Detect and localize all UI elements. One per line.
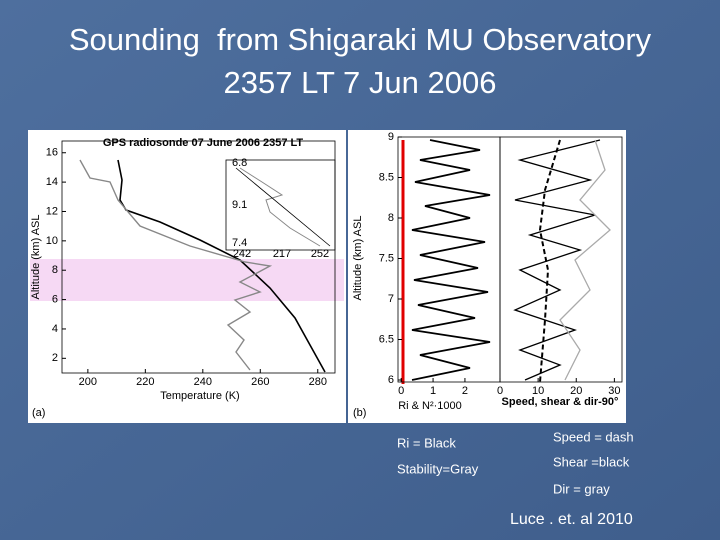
x-tick-label: 260 [251,376,269,388]
temperature-curve [117,159,326,373]
note: Speed = dash [553,429,634,444]
inset-curve [235,167,331,247]
y-tick-label: 8 [388,212,394,224]
ri-curve [411,139,491,381]
y-tick-label: 7 [388,293,394,305]
y-tick-label: 9 [388,131,394,143]
y-tick-label: 12 [46,205,58,217]
y-tick-label: 2 [52,352,58,364]
inset-curve [239,167,321,247]
figure-b [348,130,626,423]
speed-curve [538,139,561,383]
slide-title: Sounding from Shigaraki MU Observatory [69,22,652,57]
y-tick-label: 6 [52,293,58,305]
inset-label: 9.1 [232,199,247,211]
note: Ri = Black [397,435,456,450]
x-axis-label: Temperature (K) [160,390,239,402]
y-tick-label: 6.5 [379,333,394,345]
y-tick-label: 14 [46,176,58,188]
x-axis-label: Speed, shear & dir-90° [502,396,619,408]
panel-tag: (b) [353,407,366,419]
y-tick-label: 7.5 [379,252,394,264]
inset-label: 6.8 [232,157,247,169]
direction-curve [559,139,611,381]
panel-title: GPS radiosonde 07 June 2006 2357 LT [103,137,304,149]
x-tick-label: 10 [532,385,544,397]
y-tick-label: 8.5 [379,171,394,183]
axes-frame [499,136,623,383]
x-tick-label: 20 [570,385,582,397]
x-tick-label: 240 [194,376,212,388]
x-axis-label: Ri & N²·1000 [398,400,462,412]
axes-frame [61,140,336,374]
highlight-band [30,259,344,301]
x-tick-label: 2 [462,385,468,397]
slide-title: 2357 LT 7 Jun 2006 [224,65,497,100]
y-tick-label: 6 [388,374,394,386]
credit: Luce . et. al 2010 [510,511,633,528]
x-tick-label: 30 [608,385,620,397]
y-axis-label: Altitude (km) ASL [30,215,42,300]
x-tick-label: 200 [79,376,97,388]
note: Dir = gray [553,481,610,496]
inset-label: 7.4 [232,237,247,249]
dewpoint-curve [79,159,273,371]
x-tick-label: 220 [136,376,154,388]
inset-label: 242 [233,248,251,260]
note: Stability=Gray [397,461,479,476]
y-tick-label: 10 [46,235,58,247]
y-axis-label: Altitude (km) ASL [352,216,364,301]
panel-tag: (a) [32,407,45,419]
y-tick-label: 16 [46,147,58,159]
shear-curve [513,139,601,381]
x-tick-label: 0 [398,385,404,397]
y-tick-label: 8 [52,264,58,276]
x-tick-label: 1 [430,385,436,397]
inset-label: 252 [311,248,329,260]
note: Shear =black [553,454,630,469]
x-tick-label: 280 [309,376,327,388]
y-tick-label: 4 [52,323,58,335]
x-tick-label: 0 [497,385,503,397]
inset-label: 217 [273,248,291,260]
